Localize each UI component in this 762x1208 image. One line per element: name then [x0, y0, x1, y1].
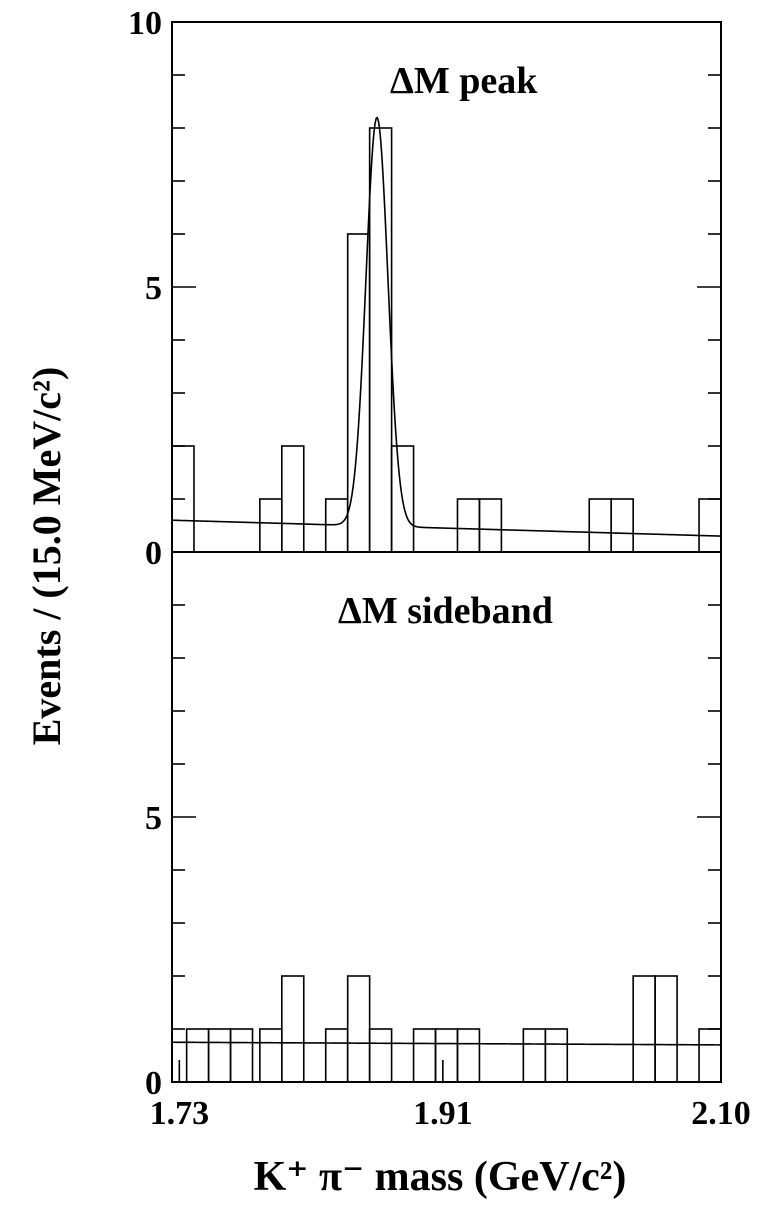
y-tick-label: 10: [128, 5, 162, 42]
histogram-bin: [280, 445, 305, 553]
histogram-bin: [185, 1028, 210, 1083]
histogram-bin: [259, 498, 283, 553]
histogram-bin: [610, 498, 634, 553]
histogram-bin: [456, 1028, 481, 1083]
histogram-bin: [280, 975, 305, 1083]
histogram-bin: [368, 127, 393, 553]
histogram-bin: [259, 1028, 283, 1083]
y-axis-label: Events / (15.0 MeV/c²): [24, 367, 69, 746]
histogram-bin: [522, 1028, 547, 1083]
histogram-bin: [632, 975, 656, 1083]
x-tick-label: 2.10: [691, 1095, 751, 1132]
y-tick-label: 5: [145, 800, 162, 837]
histogram-bin: [698, 1028, 722, 1083]
histogram-bin: [654, 975, 678, 1083]
x-tick-label: 1.91: [413, 1095, 473, 1132]
bottom-panel-annotation: ΔM sideband: [338, 590, 553, 632]
y-tick-label: 5: [145, 270, 162, 307]
histogram-bin: [368, 1028, 393, 1083]
histogram-bin: [324, 1028, 349, 1083]
x-axis-label: K⁺ π⁻ mass (GeV/c²): [254, 1154, 627, 1200]
histogram-bin: [588, 498, 612, 553]
histogram-bin: [346, 975, 371, 1083]
histogram-bin: [412, 1028, 437, 1083]
histogram-bin: [698, 498, 722, 553]
fit-curve: [171, 116, 722, 537]
histogram-bin: [544, 1028, 569, 1083]
bottom-panel: 0 5 1.73 1.91 2.10: [145, 551, 751, 1132]
x-tick-label: 1.73: [150, 1095, 210, 1132]
top-panel-annotation: ΔM peak: [390, 60, 538, 102]
histogram-bin: [434, 1028, 459, 1083]
histogram-bin: [478, 498, 503, 553]
histogram-bin: [207, 1028, 232, 1083]
fit-curve: [171, 1041, 722, 1046]
y-tick-label: 0: [145, 535, 162, 572]
histogram-bin: [229, 1028, 254, 1083]
histogram-bin: [456, 498, 481, 553]
y-tick-label: 0: [145, 1065, 162, 1102]
